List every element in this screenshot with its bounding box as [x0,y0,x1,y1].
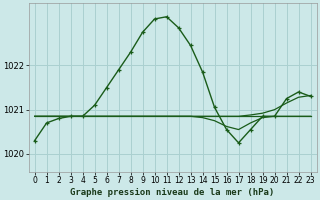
X-axis label: Graphe pression niveau de la mer (hPa): Graphe pression niveau de la mer (hPa) [70,188,275,197]
